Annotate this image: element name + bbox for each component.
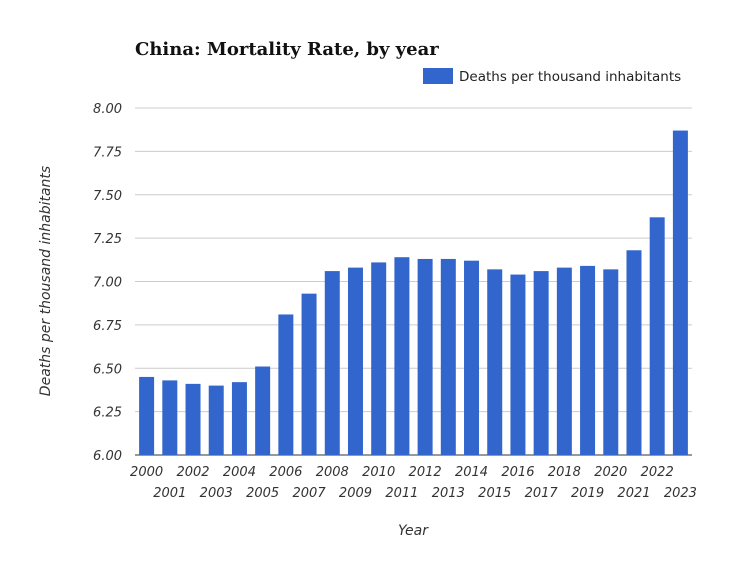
y-tick-label: 7.25 — [93, 232, 122, 247]
y-tick-label: 7.75 — [93, 145, 122, 160]
bar-2009 — [347, 267, 363, 455]
x-tick-label: 2023 — [664, 486, 697, 501]
bar-2000 — [139, 376, 155, 455]
bar-2010 — [371, 262, 387, 455]
x-tick-label: 2001 — [153, 486, 186, 501]
x-tick-label: 2012 — [409, 465, 442, 480]
x-tick-label: 2013 — [432, 486, 465, 501]
chart-title: China: Mortality Rate, by year — [135, 39, 439, 60]
x-tick-label: 2010 — [362, 465, 395, 480]
bar-2015 — [487, 269, 503, 455]
y-axis-title: Deaths per thousand inhabitants — [38, 166, 54, 396]
bar-2007 — [301, 293, 317, 455]
y-tick-label: 6.25 — [93, 406, 122, 421]
x-axis-ticks: 2000 2001 2002 2003 2004 2005 2006 2007 2008 2009… — [130, 465, 697, 501]
bar-2019 — [580, 265, 596, 455]
x-tick-label: 2004 — [223, 465, 256, 480]
x-tick-label: 2003 — [200, 486, 233, 501]
gridlines — [135, 107, 692, 456]
y-tick-label: 6.75 — [93, 319, 122, 334]
legend-label: Deaths per thousand inhabitants — [459, 69, 681, 85]
x-tick-label: 2018 — [548, 465, 581, 480]
bar-2016 — [510, 274, 526, 455]
y-tick-label: 8.00 — [93, 102, 122, 117]
bar-2022 — [649, 217, 665, 455]
x-tick-label: 2006 — [269, 465, 302, 480]
bar-2012 — [417, 258, 433, 455]
x-tick-label: 2008 — [316, 465, 349, 480]
bar-2020 — [603, 269, 619, 455]
x-tick-label: 2020 — [594, 465, 627, 480]
bar-2018 — [556, 267, 572, 455]
y-tick-label: 6.50 — [93, 362, 122, 377]
bar-2014 — [464, 260, 480, 455]
x-tick-label: 2022 — [641, 465, 674, 480]
x-tick-label: 2014 — [455, 465, 488, 480]
x-tick-label: 2000 — [130, 465, 163, 480]
x-tick-label: 2007 — [293, 486, 327, 501]
x-axis-title: Year — [398, 523, 429, 539]
x-tick-label: 2009 — [339, 486, 372, 501]
bar-2008 — [324, 271, 340, 455]
bar-2002 — [185, 383, 201, 455]
bar-2006 — [278, 314, 294, 455]
x-tick-label: 2011 — [385, 486, 418, 501]
bar-2003 — [208, 385, 224, 455]
bar-2013 — [440, 258, 456, 455]
y-tick-label: 7.00 — [93, 276, 122, 291]
y-tick-label: 6.00 — [93, 449, 122, 464]
x-tick-label: 2019 — [571, 486, 604, 501]
bar-2004 — [231, 382, 247, 455]
bars — [139, 130, 688, 455]
bar-2011 — [394, 257, 410, 455]
legend: Deaths per thousand inhabitants — [423, 68, 681, 85]
bar-2017 — [533, 271, 549, 455]
bar-2023 — [672, 130, 688, 455]
y-axis-ticks: 6.00 6.25 6.50 6.75 7.00 7.25 7.50 7.75 8.00 — [93, 102, 122, 464]
x-tick-label: 2021 — [617, 486, 650, 501]
bar-2021 — [626, 250, 642, 455]
x-tick-label: 2016 — [501, 465, 534, 480]
x-tick-label: 2002 — [176, 465, 209, 480]
bar-2001 — [162, 380, 178, 455]
x-tick-label: 2017 — [525, 486, 559, 501]
legend-swatch — [423, 68, 453, 84]
x-tick-label: 2015 — [478, 486, 511, 501]
x-tick-label: 2005 — [246, 486, 279, 501]
bar-2005 — [255, 366, 271, 455]
y-tick-label: 7.50 — [93, 189, 122, 204]
